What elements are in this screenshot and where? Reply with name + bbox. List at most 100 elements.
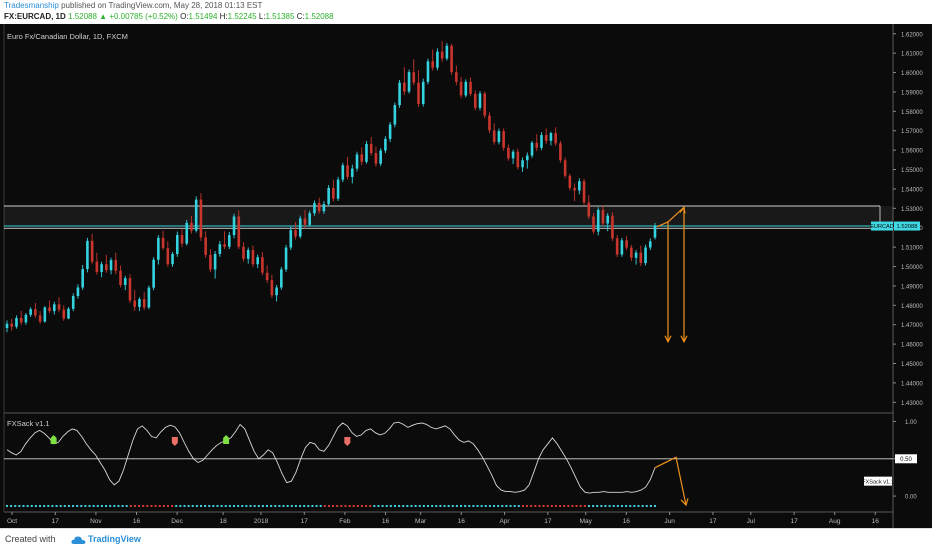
signal-dot xyxy=(410,505,413,507)
price-tick-label: 1.62000 xyxy=(901,32,923,38)
signal-dot xyxy=(199,505,202,507)
symbol-price-tag-text: EURCAD xyxy=(870,224,894,230)
time-axis[interactable]: Oct 17 Nov 16 Dec 18 2018 17 Feb 16 Mar 16 Apr 17 May 1… xyxy=(7,512,879,525)
indicator-tick-label: 0.00 xyxy=(905,495,917,501)
signal-dot xyxy=(72,505,75,507)
time-tick-label: 16 xyxy=(133,518,141,525)
sell-signal-icon xyxy=(171,437,178,446)
signal-dot xyxy=(600,505,603,507)
candle-body xyxy=(284,247,288,270)
signal-dot xyxy=(96,505,99,507)
price-tick-label: 1.49000 xyxy=(901,284,923,290)
price-tick-label: 1.55000 xyxy=(901,168,923,174)
price-tick-label: 1.58000 xyxy=(901,110,923,116)
signal-dot xyxy=(373,505,376,507)
candle-body xyxy=(246,250,250,259)
signal-dot xyxy=(567,505,570,507)
candle-body xyxy=(256,257,259,265)
price-tick-label: 1.61000 xyxy=(901,52,923,58)
signal-dot xyxy=(488,505,491,507)
zone-layer xyxy=(4,205,893,229)
signal-dot xyxy=(579,505,582,507)
signal-dot xyxy=(67,505,70,507)
buy-signal-icon xyxy=(50,435,57,444)
candle-body xyxy=(194,199,198,231)
chart-canvas[interactable]: Euro Fx/Canadian Dollar, 1D, FXCM FXSack… xyxy=(0,24,932,528)
oscillator-line xyxy=(6,421,656,494)
candle-body xyxy=(516,151,520,168)
candle-body xyxy=(360,154,364,162)
candle-body xyxy=(322,204,326,212)
signal-dot xyxy=(249,505,252,507)
candle-body xyxy=(298,218,302,237)
signal-dot xyxy=(76,505,79,507)
signal-dot xyxy=(369,505,372,507)
candle-body xyxy=(573,187,576,191)
candle-body xyxy=(559,143,562,161)
candle-body xyxy=(251,250,255,265)
signal-dot xyxy=(274,505,277,507)
signal-dot xyxy=(138,505,141,507)
signal-dot xyxy=(191,505,194,507)
signal-dot xyxy=(517,505,520,507)
signal-dot xyxy=(612,505,615,507)
signal-dot xyxy=(625,505,628,507)
candle-body xyxy=(412,72,416,83)
signal-dot xyxy=(596,505,599,507)
candle-body xyxy=(71,296,75,309)
signal-dot xyxy=(464,505,467,507)
price-tick-label: 1.46000 xyxy=(901,343,923,349)
signal-dot xyxy=(195,505,198,507)
indicator-tick-label: 1.00 xyxy=(905,420,917,426)
signal-dot xyxy=(641,505,644,507)
signal-dot xyxy=(336,505,339,507)
candle-body xyxy=(336,179,340,199)
signal-dot xyxy=(402,505,405,507)
candle-body xyxy=(521,160,524,168)
signal-dot xyxy=(175,505,178,507)
signal-dot xyxy=(92,505,95,507)
signal-dot xyxy=(6,505,8,507)
signal-dot xyxy=(332,505,335,507)
signal-dot xyxy=(154,505,157,507)
tradingview-link[interactable]: TradingView xyxy=(88,534,141,544)
candle-body xyxy=(440,51,444,59)
signal-dot xyxy=(563,505,566,507)
time-tick-label: 16 xyxy=(458,518,466,525)
signal-dot xyxy=(307,505,310,507)
candle-body xyxy=(417,82,420,104)
signal-dot xyxy=(80,505,83,507)
signal-dot xyxy=(571,505,574,507)
candle-body xyxy=(67,308,70,319)
signal-dot xyxy=(117,505,120,507)
candle-body xyxy=(24,314,28,323)
last-price: 1.52088 xyxy=(68,12,97,21)
signal-dot xyxy=(616,505,619,507)
signal-dot xyxy=(208,505,211,507)
signal-dot xyxy=(220,505,223,507)
tradingview-cloud-icon[interactable] xyxy=(71,533,86,551)
signal-dot xyxy=(125,505,128,507)
candle-body xyxy=(34,309,37,316)
signal-dot xyxy=(319,505,322,507)
price-axis[interactable]: 1.62000 1.61000 1.60000 1.59000 1.58000 1.570… xyxy=(893,32,923,407)
candle-body xyxy=(123,278,127,285)
symbol-label: FX:EURCAD, 1D xyxy=(4,12,66,21)
candle-body xyxy=(5,323,9,329)
candle-body xyxy=(478,93,482,108)
signal-dot xyxy=(398,505,401,507)
time-tick-label: 18 xyxy=(219,518,227,525)
candle-body xyxy=(313,202,316,214)
candle-body xyxy=(525,155,529,161)
candle-body xyxy=(270,280,274,296)
signal-dot xyxy=(55,505,58,507)
signal-dot xyxy=(389,505,392,507)
candle-body xyxy=(199,199,203,238)
signal-dot xyxy=(204,505,207,507)
candle-body xyxy=(29,309,32,315)
chart-svg[interactable]: Euro Fx/Canadian Dollar, 1D, FXCM FXSack… xyxy=(0,24,932,528)
author-link[interactable]: Tradesmanship xyxy=(4,1,59,10)
candle-body xyxy=(166,248,170,265)
candle-body xyxy=(398,82,401,106)
candle-body xyxy=(568,175,572,188)
